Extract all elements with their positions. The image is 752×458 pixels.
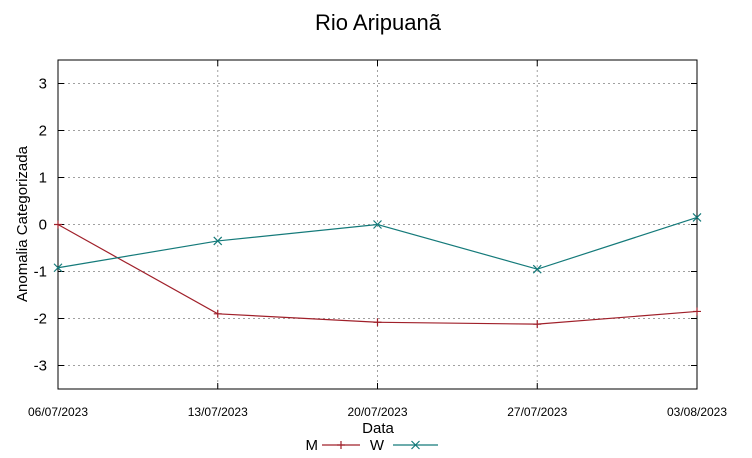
series-M [54, 220, 701, 329]
data-point-marker [213, 236, 223, 246]
data-point-marker [213, 309, 222, 318]
x-tick-label: 03/08/2023 [667, 405, 727, 419]
y-tick-label: -3 [34, 358, 47, 375]
y-tick-label: 0 [39, 217, 47, 234]
legend-label-M: M [306, 437, 319, 454]
data-point-marker [692, 213, 702, 222]
y-axis-label: Anomalia Categorizada [14, 145, 31, 302]
data-point-marker [533, 320, 542, 329]
data-point-marker [532, 264, 542, 274]
y-tick-label: 3 [39, 76, 47, 93]
legend-marker-W [411, 440, 420, 450]
y-tick-label: 1 [39, 170, 47, 187]
x-axis-ticks: 06/07/2023 13/07/2023 20/07/2023 27/07/2023… [28, 60, 727, 419]
data-point-marker [693, 307, 701, 316]
chart-title: Rio Aripuanã [315, 10, 442, 35]
y-tick-label: 2 [39, 123, 47, 140]
data-point-marker [53, 263, 63, 273]
series [53, 213, 702, 329]
series-W [53, 213, 702, 274]
x-tick-label: 20/07/2023 [347, 405, 407, 419]
x-tick-label: 13/07/2023 [188, 405, 248, 419]
legend-marker-M [337, 441, 345, 449]
x-tick-label: 27/07/2023 [507, 405, 567, 419]
y-tick-label: -2 [34, 311, 47, 328]
series-line [57, 223, 698, 325]
legend-label-W: W [370, 437, 385, 454]
data-point-marker [373, 220, 382, 229]
y-tick-label: -1 [34, 264, 47, 281]
x-tick-label: 06/07/2023 [28, 405, 88, 419]
data-point-marker [54, 220, 62, 229]
data-point-marker [373, 318, 382, 327]
x-axis-label: Data [362, 420, 394, 437]
grid [58, 60, 697, 389]
